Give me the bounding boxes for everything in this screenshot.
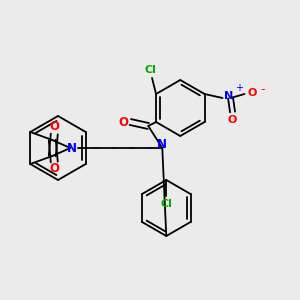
Text: O: O — [228, 115, 237, 125]
Text: O: O — [118, 116, 128, 128]
Text: O: O — [248, 88, 257, 98]
Text: Cl: Cl — [144, 65, 156, 75]
Text: +: + — [235, 83, 242, 93]
Text: N: N — [157, 137, 167, 151]
Text: -: - — [260, 83, 265, 97]
Text: N: N — [224, 91, 233, 101]
Text: O: O — [49, 121, 59, 134]
Text: N: N — [67, 142, 77, 154]
Text: Cl: Cl — [160, 199, 172, 209]
Text: O: O — [49, 163, 59, 176]
